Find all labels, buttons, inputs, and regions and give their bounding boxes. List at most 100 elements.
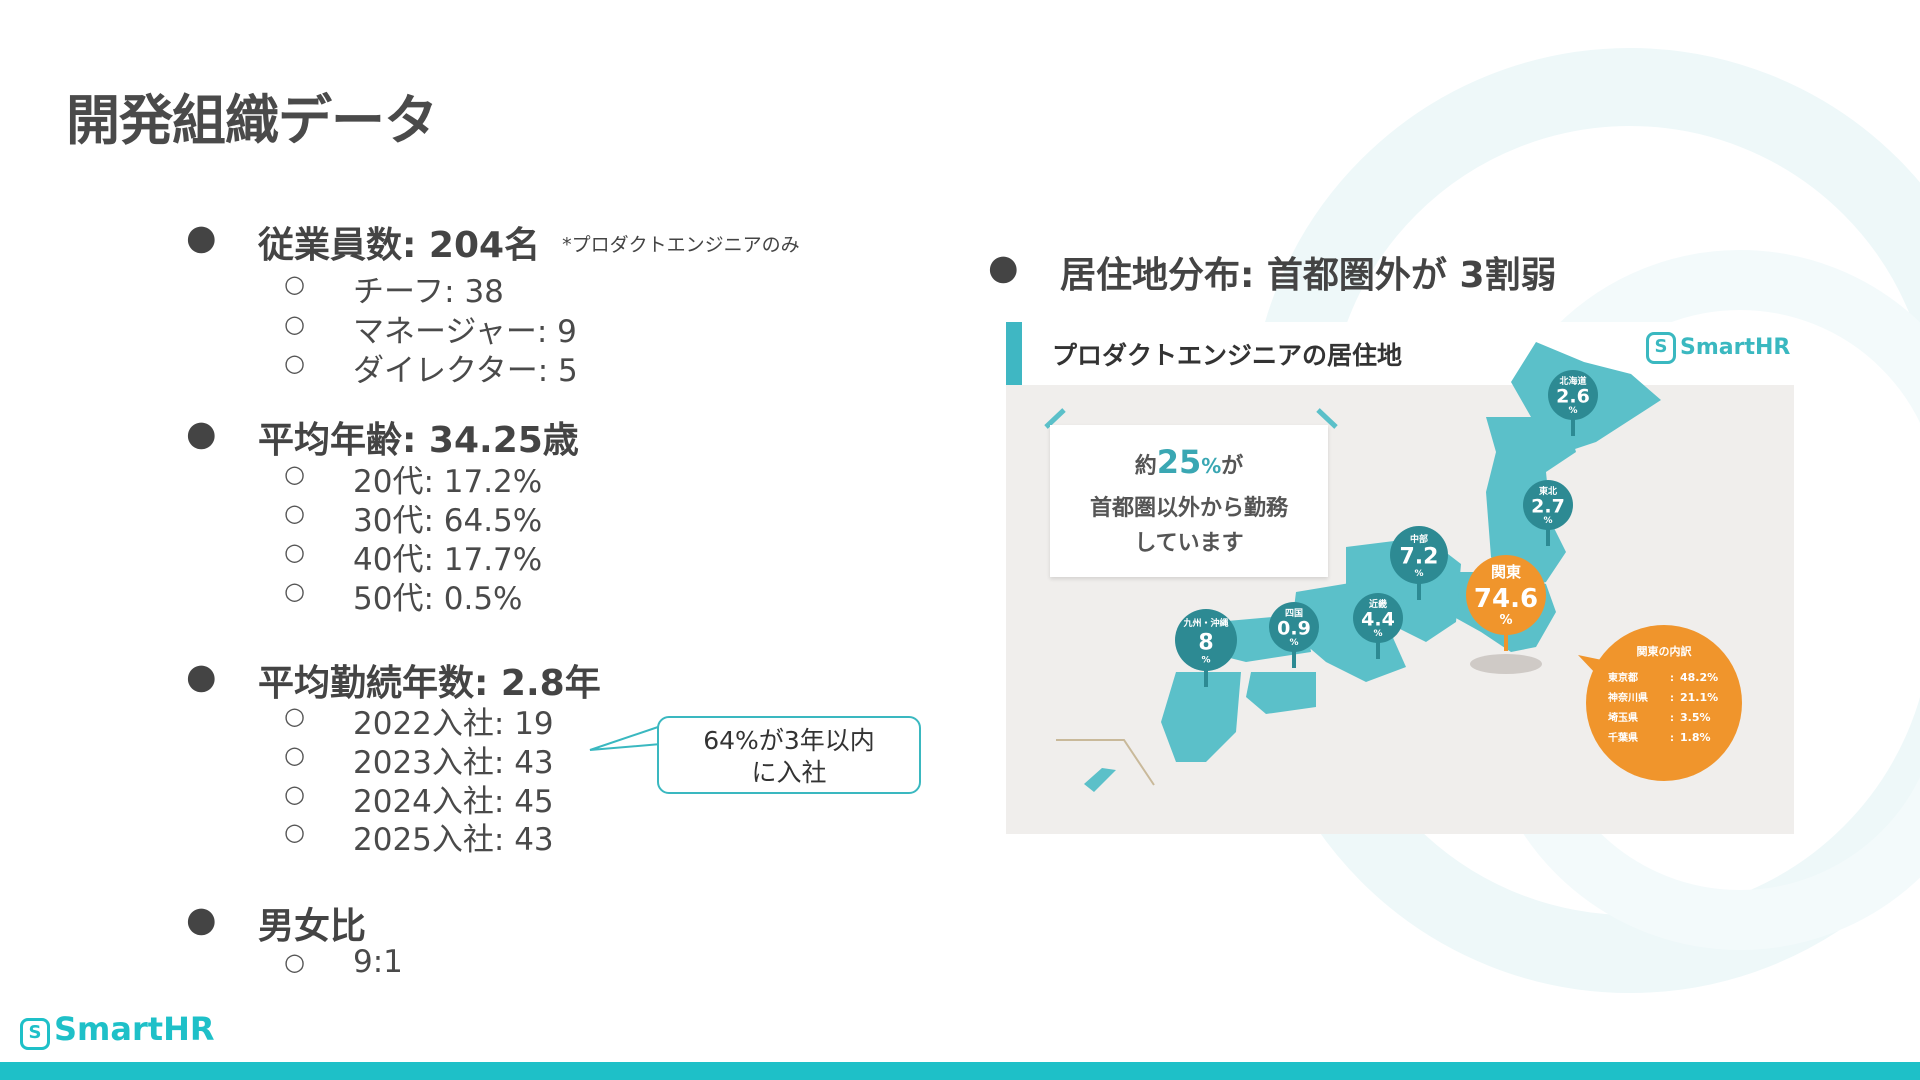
map-logo-text: SmartHR: [1680, 335, 1791, 360]
region-name-label: 九州・沖縄: [1182, 617, 1228, 629]
kanto-shadow: [1470, 654, 1542, 674]
note-big-number: 25: [1156, 443, 1202, 481]
sub-bullet-icon: ○: [284, 577, 305, 605]
bullet-icon: ●: [186, 218, 217, 258]
region-unit-label: %: [1414, 569, 1423, 579]
region-name-label: 東北: [1539, 485, 1557, 497]
region-name-label: 四国: [1285, 608, 1303, 619]
map-region-shikoku: [1246, 672, 1316, 714]
sub-bullet-icon: ○: [284, 948, 305, 976]
list-item: 50代: 0.5%: [353, 581, 523, 617]
sub-bullet-icon: ○: [284, 780, 305, 808]
sub-bullet-icon: ○: [284, 310, 305, 338]
list-item: 2024入社: 45: [353, 784, 554, 820]
map-okinawa: [1084, 768, 1116, 792]
breakdown-item-value: 48.2%: [1680, 671, 1718, 684]
sub-bullet-icon: ○: [284, 499, 305, 527]
breakdown-item-name: 埼玉県: [1608, 711, 1638, 724]
note-line-2: 首都圏以外から勤務: [1089, 496, 1288, 521]
map-okinawa-inset-line: [1056, 739, 1155, 786]
callout-pointer: [589, 725, 662, 751]
residence-heading: 居住地分布: 首都圏外が 3割弱: [1060, 255, 1557, 296]
breakdown-item-value: 21.1%: [1680, 691, 1718, 704]
footer-logo-text: SmartHR: [54, 1010, 215, 1048]
note-line-1: 約25%が: [1050, 443, 1328, 481]
section-heading-employees: 従業員数: 204名 *プロダクトエンジニアのみ: [258, 216, 800, 268]
region-pin: [1523, 480, 1573, 530]
region-name-label: 北海道: [1559, 375, 1586, 387]
breakdown-item-separator: :: [1670, 693, 1674, 704]
region-unit-label: %: [1543, 516, 1552, 526]
region-value-label: 2.7: [1531, 496, 1565, 518]
breakdown-title: 関東の内訳: [1637, 644, 1693, 658]
sub-bullet-icon: ○: [284, 702, 305, 730]
region-name-label: 関東: [1491, 563, 1521, 581]
section-heading-tenure: 平均勤続年数: 2.8年: [258, 663, 601, 704]
bullet-icon: ●: [186, 414, 217, 454]
breakdown-item-separator: :: [1670, 713, 1674, 724]
smarthr-logo-icon: S: [20, 1018, 50, 1050]
list-item: 40代: 17.7%: [353, 542, 543, 578]
residence-map-infographic: プロダクトエンジニアの居住地 S SmartHR 北海道 2.6% 東北 2.7% 中部 7…: [1006, 322, 1794, 834]
region-unit-label: %: [1201, 655, 1210, 665]
section-heading-gender: 男女比: [258, 906, 367, 947]
breakdown-item-name: 千葉県: [1608, 731, 1638, 744]
map-logo: S SmartHR: [1646, 332, 1791, 366]
map-title: プロダクトエンジニアの居住地: [1052, 341, 1403, 370]
footer-logo: S SmartHR: [20, 1010, 214, 1052]
note-pin-right: [1316, 408, 1338, 429]
list-item: チーフ: 38: [353, 274, 504, 310]
region-pin: [1466, 555, 1546, 635]
region-name-label: 近畿: [1369, 598, 1387, 610]
section-heading-age: 平均年齢: 34.25歳: [258, 420, 579, 461]
callout-line-1: 64%が3年以内: [703, 726, 875, 755]
bullet-icon: ●: [186, 900, 217, 940]
region-unit-label: %: [1289, 638, 1298, 648]
breakdown-item-value: 3.5%: [1680, 711, 1711, 724]
list-item: ダイレクター: 5: [353, 353, 578, 389]
region-pin: [1175, 609, 1237, 671]
region-pin: [1353, 593, 1403, 643]
sub-bullet-icon: ○: [284, 818, 305, 846]
bullet-icon: ●: [988, 248, 1019, 288]
region-unit-label: %: [1499, 613, 1512, 628]
region-value-label: 2.6: [1556, 386, 1590, 408]
region-pin: [1548, 370, 1598, 420]
region-value-label: 0.9: [1277, 618, 1311, 640]
breakdown-item-value: 1.8%: [1680, 731, 1711, 744]
sub-bullet-icon: ○: [284, 538, 305, 566]
region-value-label: 4.4: [1361, 609, 1395, 631]
region-value-label: 8: [1198, 630, 1213, 655]
sub-bullet-icon: ○: [284, 270, 305, 298]
region-name-label: 中部: [1410, 533, 1428, 545]
map-header: プロダクトエンジニアの居住地: [1006, 322, 1794, 385]
note-pin-left: [1044, 408, 1066, 429]
list-item: 2023入社: 43: [353, 745, 554, 781]
region-value-label: 7.2: [1400, 545, 1439, 570]
slide-title: 開発組織データ: [66, 89, 438, 152]
list-item: 20代: 17.2%: [353, 464, 543, 500]
note-line-3: しています: [1134, 531, 1244, 556]
list-item: マネージャー: 9: [353, 314, 577, 350]
list-item: 9:1: [353, 944, 403, 980]
smarthr-logo-icon: S: [1646, 332, 1676, 364]
kanto-breakdown-bubble: [1586, 625, 1742, 781]
employees-heading-text: 従業員数: 204名: [258, 225, 541, 266]
region-pin: [1269, 602, 1319, 652]
footer-accent-bar: [0, 1062, 1920, 1080]
map-region-kyushu: [1161, 672, 1241, 762]
breakdown-item-name: 神奈川県: [1608, 691, 1648, 704]
remote-note-card: 約25%が 首都圏以外から勤務 しています: [1050, 425, 1328, 577]
note-post: が: [1221, 454, 1244, 479]
bullet-icon: ●: [186, 657, 217, 697]
breakdown-item-name: 東京都: [1608, 671, 1638, 684]
callout-line-2: に入社: [751, 758, 827, 787]
list-item: 30代: 64.5%: [353, 503, 543, 539]
note-percent: %: [1201, 454, 1222, 478]
sub-bullet-icon: ○: [284, 349, 305, 377]
list-item: 2025入社: 43: [353, 822, 554, 858]
sub-bullet-icon: ○: [284, 460, 305, 488]
callout-box: 64%が3年以内 に入社: [657, 716, 921, 794]
